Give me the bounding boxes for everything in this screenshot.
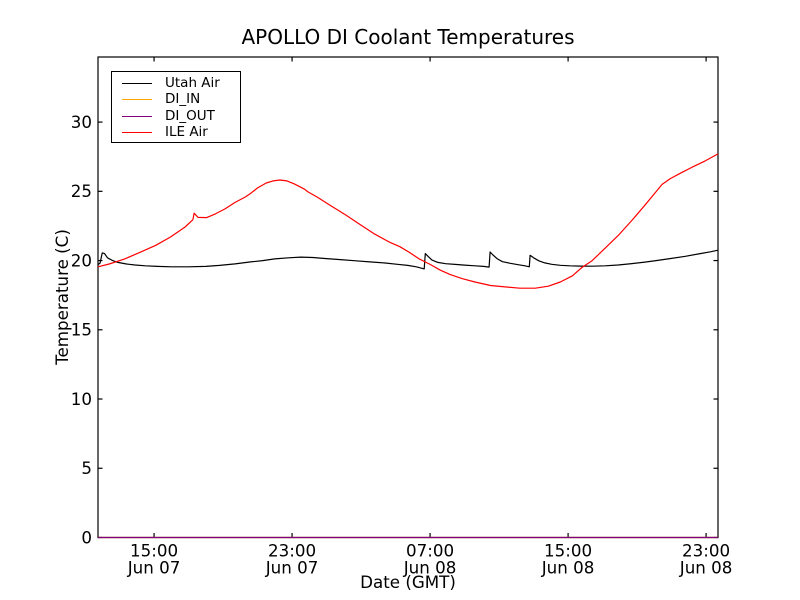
x-tick-label: Jun 08: [541, 558, 595, 578]
x-tick-label: Jun 07: [127, 558, 181, 578]
legend-item: ILE Air: [112, 125, 240, 142]
legend-line-utah-air: [122, 82, 152, 84]
legend-label: Utah Air: [165, 74, 220, 91]
y-axis-label: Temperature (C): [52, 229, 72, 366]
legend-label: ILE Air: [165, 124, 208, 140]
y-tick-label: 10: [71, 389, 92, 409]
x-axis-label: Date (GMT): [360, 572, 456, 592]
x-tick-label: Jun 07: [265, 558, 319, 578]
x-tick-label: 15:00: [130, 541, 178, 561]
x-tick-label: 15:00: [544, 541, 592, 561]
legend-line-di-in: [122, 99, 152, 101]
series-line-utah-air: [97, 249, 719, 270]
series-line-ile-air: [97, 153, 719, 289]
y-tick-label: 0: [81, 527, 92, 547]
x-tick-label: 07:00: [406, 541, 454, 561]
legend-item: Utah Air: [112, 75, 240, 92]
chart-title: APOLLO DI Coolant Temperatures: [241, 25, 574, 49]
y-tick-label: 30: [71, 112, 92, 132]
x-tick-label: Jun 08: [403, 558, 457, 578]
y-tick-label: 5: [81, 458, 92, 478]
legend-item: DI_IN: [112, 92, 240, 109]
x-tick-label: Jun 08: [679, 558, 733, 578]
y-tick-label: 15: [71, 320, 92, 340]
legend-item: DI_OUT: [112, 108, 240, 125]
legend-label: DI_OUT: [165, 107, 215, 124]
legend-line-di-out: [122, 115, 152, 117]
y-tick-label: 20: [71, 250, 92, 270]
legend: Utah Air DI_IN DI_OUT ILE Air: [111, 71, 241, 143]
y-tick-label: 25: [71, 181, 92, 201]
x-tick-label: 23:00: [268, 541, 316, 561]
legend-label: DI_IN: [165, 91, 201, 107]
x-tick-label: 23:00: [682, 541, 730, 561]
legend-line-ile-air: [122, 132, 152, 134]
